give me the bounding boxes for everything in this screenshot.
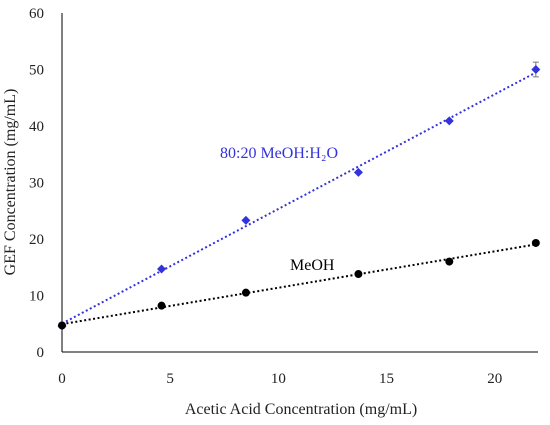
- y-tick-label: 0: [37, 345, 45, 361]
- y-tick-label: 20: [29, 232, 44, 248]
- x-tick-label: 15: [379, 371, 394, 387]
- trendline-series-1: [61, 243, 537, 326]
- data-point-series-0: [531, 65, 541, 74]
- x-axis-label: Acetic Acid Concentration (mg/mL): [185, 401, 417, 418]
- data-point-series-1: [58, 321, 66, 330]
- data-point-series-0: [241, 215, 251, 225]
- data-point-series-1: [354, 270, 363, 279]
- data-point-series-1: [157, 301, 166, 310]
- y-tick-label: 50: [29, 63, 44, 79]
- y-tick-label: 40: [29, 119, 44, 135]
- x-tick-label: 5: [166, 371, 174, 387]
- axes: [61, 13, 538, 353]
- trendline-series-0: [61, 71, 537, 325]
- x-tick-label: 0: [58, 371, 66, 387]
- y-tick-label: 10: [29, 289, 44, 305]
- data-point-series-1: [531, 238, 540, 247]
- data-points: [57, 65, 541, 331]
- y-tick-label: 30: [29, 176, 44, 192]
- data-point-series-1: [445, 257, 454, 266]
- y-axis-label: GEF Concentration (mg/mL): [2, 89, 19, 276]
- data-point-series-1: [241, 288, 250, 297]
- x-tick-label: 10: [271, 371, 286, 387]
- data-point-series-0: [444, 116, 454, 126]
- y-tick-labels: 0 10 20 30 40 50 60: [29, 6, 44, 361]
- x-tick-labels: 0 5 10 15 20: [58, 371, 502, 387]
- series-label-methanol: MeOH: [290, 257, 335, 274]
- y-tick-label: 60: [29, 6, 44, 22]
- x-tick-label: 20: [487, 371, 502, 387]
- series-label-water-methanol: 80:20 MeOH:H₂O: [220, 145, 338, 162]
- trendlines: [61, 71, 537, 326]
- data-point-series-0: [353, 167, 363, 177]
- data-point-series-0: [157, 264, 167, 274]
